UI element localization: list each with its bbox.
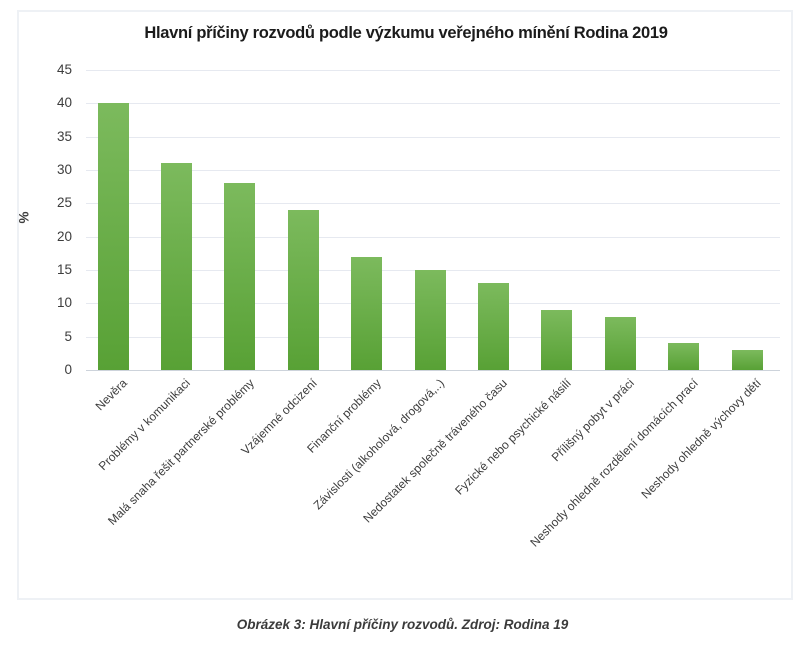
bar [287,210,319,370]
y-tick-label: 5 [64,328,72,344]
bar [604,316,636,370]
y-tick-label: 35 [56,128,72,144]
bar [541,310,573,370]
y-tick-label: 0 [64,362,72,377]
gridline [86,170,780,171]
y-axis-title: % [16,211,32,224]
y-tick-label: 45 [56,62,72,77]
figure-caption: Obrázek 3: Hlavní příčiny rozvodů. Zdroj… [236,617,569,632]
y-tick-label: 20 [56,228,72,244]
gridline [86,136,780,138]
gridline [86,203,780,205]
bar [351,256,383,370]
y-tick-label: 25 [56,195,72,211]
y-tick-label: 40 [56,95,72,111]
gridline [86,70,780,71]
bar [477,283,509,370]
bar [668,343,700,370]
figure-border [17,10,793,600]
y-tick-label: 15 [56,262,72,277]
chart-title: Hlavní příčiny rozvodů podle výzkumu veř… [144,24,668,42]
bar [160,163,192,370]
bar [414,270,446,370]
y-tick-label: 10 [56,295,72,311]
bar [224,183,256,370]
x-axis-line [86,370,780,371]
gridline [86,103,780,105]
bar [731,350,763,370]
gridline [86,236,780,238]
bar [97,103,129,370]
y-tick-label: 30 [56,162,72,177]
